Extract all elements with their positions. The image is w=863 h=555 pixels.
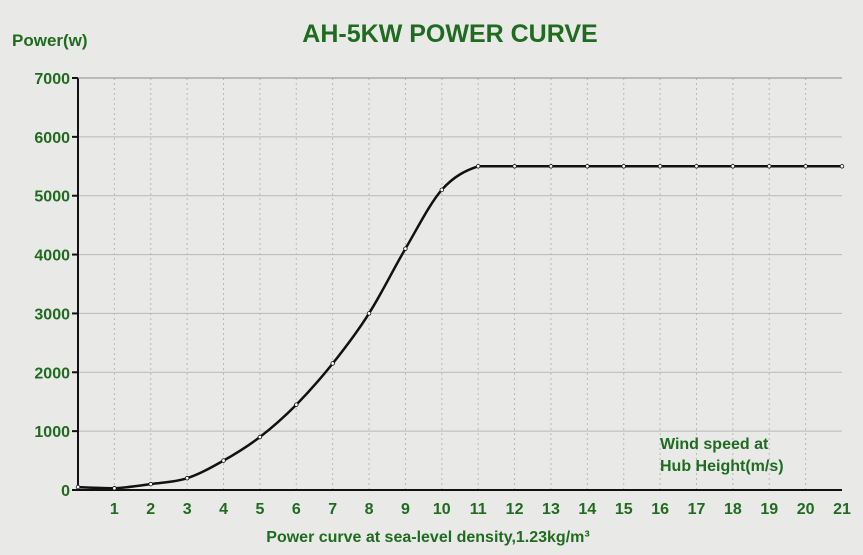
- data-point: [184, 476, 190, 481]
- axes: [72, 77, 842, 491]
- x-tick-label: 2: [146, 501, 155, 518]
- data-point: [621, 164, 626, 169]
- y-tick-label: 0: [61, 483, 70, 500]
- y-tick-label: 4000: [34, 248, 70, 265]
- x-tick-label: 19: [760, 501, 778, 518]
- x-tick-label: 6: [292, 501, 301, 518]
- x-tick-label: 10: [433, 501, 451, 518]
- y-axis-label: Power(w): [12, 31, 88, 50]
- x-tick-label: 3: [183, 501, 192, 518]
- x-tick-label: 20: [797, 501, 815, 518]
- data-point: [475, 164, 481, 169]
- x-tick-label: 8: [365, 501, 374, 518]
- data-point: [585, 164, 590, 169]
- x-tick-label: 7: [328, 501, 337, 518]
- data-point: [512, 164, 517, 169]
- x-tick-label: 14: [578, 501, 596, 518]
- x-tick-label: 17: [688, 501, 706, 518]
- data-point: [767, 164, 772, 169]
- x-tick-label: 11: [470, 501, 487, 518]
- x-tick-label: 1: [110, 501, 119, 518]
- x-tick-label: 21: [833, 501, 851, 518]
- data-point: [403, 246, 408, 251]
- y-tick-label: 2000: [34, 365, 70, 382]
- data-point: [803, 164, 808, 169]
- y-tick-label: 3000: [34, 306, 70, 323]
- data-point: [657, 164, 663, 169]
- x-tick-label: 4: [219, 501, 228, 518]
- data-point: [548, 164, 554, 169]
- data-point: [730, 164, 736, 169]
- data-point: [330, 361, 335, 366]
- series: [75, 164, 845, 491]
- x-axis-label: Power curve at sea-level density,1.23kg/…: [266, 529, 589, 546]
- grid: [78, 77, 842, 490]
- y-tick-label: 1000: [34, 424, 70, 441]
- data-point: [112, 486, 117, 491]
- data-point: [148, 481, 153, 487]
- data-point: [221, 458, 226, 463]
- x-tick-label: 18: [724, 501, 742, 518]
- data-point: [839, 164, 845, 169]
- data-point: [75, 484, 81, 490]
- power-curve-line: [76, 165, 844, 490]
- x-tick-label: 9: [401, 501, 410, 518]
- data-point: [439, 187, 445, 193]
- x-tick-label: 16: [651, 501, 669, 518]
- x-tick-label: 12: [506, 501, 524, 518]
- y-tick-label: 5000: [34, 189, 70, 206]
- data-point: [294, 402, 299, 407]
- data-point: [694, 164, 699, 169]
- x-tick-label: 13: [542, 501, 560, 518]
- x-tick-label: 15: [615, 501, 633, 518]
- annotation-line-1: Wind speed at: [660, 436, 769, 453]
- data-point: [366, 311, 372, 316]
- y-tick-label: 7000: [34, 71, 70, 88]
- x-tick-label: 5: [255, 501, 264, 518]
- y-tick-label: 6000: [34, 130, 70, 147]
- annotation-line-2: Hub Height(m/s): [660, 458, 784, 475]
- data-point: [257, 434, 263, 440]
- chart-title: AH-5KW POWER CURVE: [302, 20, 597, 48]
